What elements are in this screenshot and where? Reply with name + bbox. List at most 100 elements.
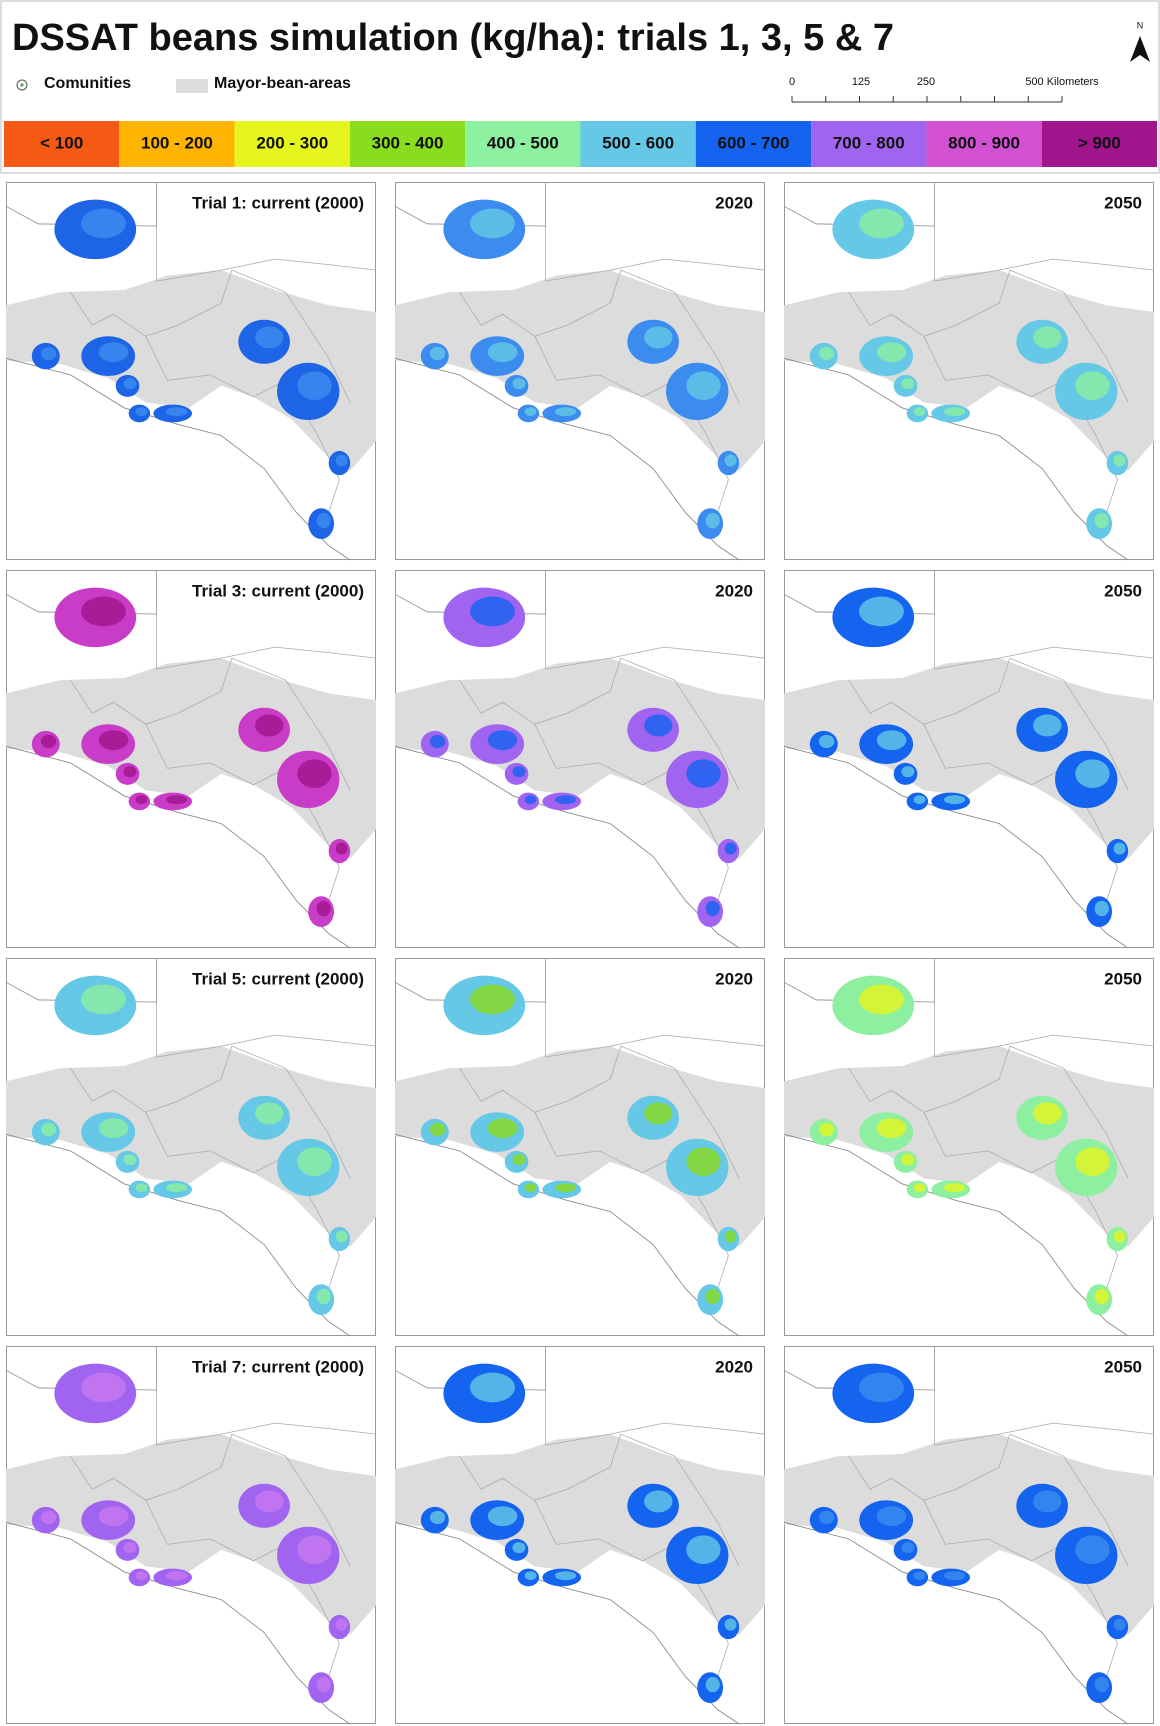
figure: DSSAT beans simulation (kg/ha): trials 1…	[0, 0, 1160, 1726]
yield-area-inner	[336, 455, 348, 467]
yield-area-inner	[512, 766, 525, 777]
yield-area-inner	[336, 1231, 348, 1243]
yield-area-inner	[644, 714, 672, 736]
yield-area-inner	[914, 795, 926, 804]
yield-area-inner	[1095, 901, 1109, 916]
yield-area-inner	[901, 766, 914, 777]
panel-label: Trial 1: current (2000)	[192, 193, 364, 212]
scale-label: 125	[852, 76, 870, 88]
legend-label: 700 - 800	[833, 133, 905, 152]
yield-area-inner	[525, 1571, 537, 1580]
panel-label: 2020	[715, 969, 753, 988]
yield-area-inner	[1033, 1490, 1061, 1512]
panel-label: 2020	[715, 581, 753, 600]
legend-label: > 900	[1078, 133, 1121, 152]
legend-bean-areas: Mayor-bean-areas	[214, 75, 351, 92]
yield-area-inner	[123, 766, 136, 777]
legend-label: 100 - 200	[141, 133, 213, 152]
community-symbol-dot	[20, 83, 23, 86]
yield-area-inner	[123, 1542, 136, 1553]
yield-area-inner	[136, 1183, 148, 1192]
panel-label: Trial 5: current (2000)	[192, 969, 364, 988]
yield-area-inner	[81, 209, 126, 239]
yield-area-inner	[297, 1535, 331, 1564]
yield-area-inner	[644, 326, 672, 348]
yield-area-inner	[123, 378, 136, 389]
yield-area-inner	[686, 1147, 720, 1176]
yield-area-inner	[555, 407, 576, 416]
legend-communities: Comunities	[44, 75, 131, 92]
yield-area-inner	[430, 1123, 445, 1136]
yield-area-inner	[877, 730, 907, 750]
yield-area-inner	[944, 1183, 965, 1192]
legend-label: 300 - 400	[372, 133, 444, 152]
yield-area-inner	[901, 1154, 914, 1165]
yield-area-inner	[1075, 1147, 1109, 1176]
yield-area-inner	[166, 1183, 187, 1192]
yield-area-inner	[686, 1535, 720, 1564]
yield-area-inner	[512, 378, 525, 389]
yield-area-inner	[41, 347, 56, 360]
yield-area-inner	[1075, 371, 1109, 400]
yield-area-inner	[944, 1571, 965, 1580]
yield-area-inner	[1075, 759, 1109, 788]
yield-area-inner	[41, 1123, 56, 1136]
yield-area-inner	[123, 1154, 136, 1165]
map-panel: 2020	[395, 1346, 765, 1724]
yield-area-inner	[1114, 1619, 1126, 1631]
yield-area-inner	[81, 1373, 126, 1403]
yield-area-inner	[725, 843, 737, 855]
yield-area-inner	[470, 597, 515, 627]
yield-area-inner	[297, 1147, 331, 1176]
yield-area-inner	[644, 1102, 672, 1124]
yield-area-inner	[1033, 326, 1061, 348]
yield-area-inner	[525, 795, 537, 804]
panel-label: 2050	[1104, 581, 1142, 600]
map-panel: Trial 1: current (2000)	[6, 182, 376, 560]
yield-area-inner	[99, 1118, 129, 1138]
yield-area-inner	[859, 597, 904, 627]
map-panel: Trial 5: current (2000)	[6, 958, 376, 1336]
panel-label: 2050	[1104, 193, 1142, 212]
yield-area-inner	[512, 1154, 525, 1165]
yield-area-inner	[255, 326, 283, 348]
yield-area-inner	[297, 371, 331, 400]
yield-area-inner	[1033, 1102, 1061, 1124]
yield-area-inner	[914, 1183, 926, 1192]
yield-area-inner	[99, 342, 129, 362]
yield-area-inner	[686, 759, 720, 788]
yield-area-inner	[470, 985, 515, 1015]
legend-label: 600 - 700	[718, 133, 790, 152]
map-panel: 2020	[395, 958, 765, 1336]
yield-area-inner	[819, 735, 834, 748]
yield-area-inner	[336, 843, 348, 855]
map-panel: Trial 3: current (2000)	[6, 570, 376, 948]
yield-area-inner	[725, 1231, 737, 1243]
north-label: N	[1137, 20, 1144, 30]
yield-area-inner	[430, 1511, 445, 1524]
yield-area-inner	[470, 1373, 515, 1403]
yield-area-inner	[1114, 843, 1126, 855]
yield-area-inner	[914, 407, 926, 416]
yield-area-inner	[512, 1542, 525, 1553]
yield-area-inner	[706, 1289, 720, 1304]
legend-label: 800 - 900	[948, 133, 1020, 152]
scale-label: 500 Kilometers	[1025, 76, 1099, 88]
panel-label: Trial 3: current (2000)	[192, 581, 364, 600]
bean-area-swatch	[176, 79, 208, 93]
panel-label: 2050	[1104, 1357, 1142, 1376]
yield-area-inner	[686, 371, 720, 400]
yield-area-inner	[99, 730, 129, 750]
yield-area-inner	[944, 407, 965, 416]
legend-label: < 100	[40, 133, 83, 152]
yield-area-inner	[706, 513, 720, 528]
yield-area-inner	[297, 759, 331, 788]
yield-area-inner	[859, 985, 904, 1015]
yield-area-inner	[555, 1183, 576, 1192]
yield-area-inner	[430, 347, 445, 360]
panel-label: Trial 7: current (2000)	[192, 1357, 364, 1376]
yield-area-inner	[317, 513, 331, 528]
yield-area-inner	[859, 1373, 904, 1403]
yield-area-inner	[255, 1102, 283, 1124]
map-panel: 2050	[784, 958, 1154, 1336]
